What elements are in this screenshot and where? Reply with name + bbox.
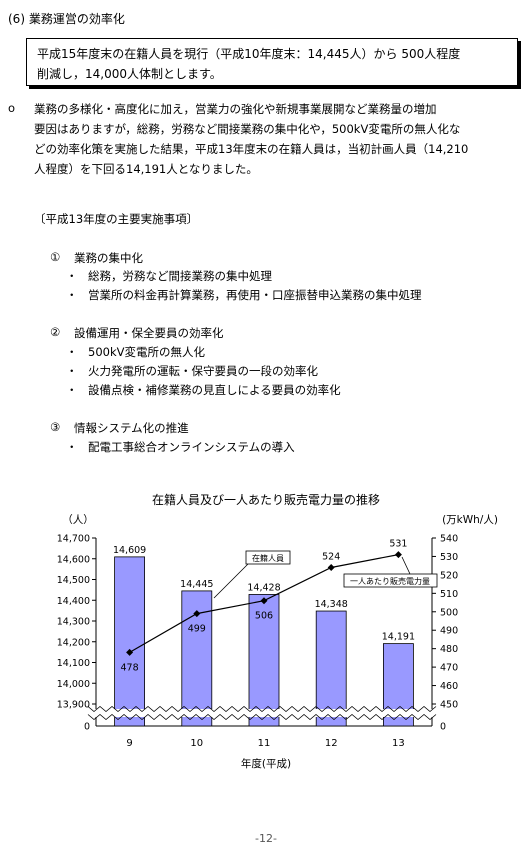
- item-2-sub-2-bullet: ・: [66, 364, 78, 378]
- axis-break-wave-bottom: [87, 713, 437, 721]
- sales-label-10: 499: [188, 624, 206, 635]
- chart-title: 在籍人員及び一人あたり販売電力量の推移: [152, 492, 380, 507]
- left-tick-label: 14,500: [57, 575, 90, 586]
- item-1-number: ①: [50, 250, 61, 264]
- right-tick-label: 530: [440, 552, 458, 563]
- sales-point-13: [394, 551, 402, 559]
- x-tick-label-10: 10: [190, 738, 203, 749]
- sales-label-11: 506: [255, 611, 273, 622]
- item-3-title: 情報システム化の推進: [74, 421, 189, 435]
- paragraph-line-2: 要因はありますが，総務，労務など間接業務の集中化や，500kV変電所の無人化な: [34, 122, 461, 136]
- left-tick-label: 14,000: [57, 679, 90, 690]
- right-tick-label: 520: [440, 570, 458, 581]
- sales-label-13: 531: [389, 539, 407, 550]
- right-tick-label-zero: 0: [440, 722, 446, 733]
- item-3-sub-1: 配電工事総合オンラインシステムの導入: [88, 440, 295, 454]
- target-box: 平成15年度末の在籍人員を現行（平成10年度末：14,445人）から 500人程…: [26, 38, 518, 86]
- sales-label-12: 524: [322, 552, 340, 563]
- right-axis-unit: (万kWh/人): [442, 514, 498, 526]
- item-2-sub-3-bullet: ・: [66, 383, 78, 397]
- target-line-2: 削減し，14,000人体制とします。: [37, 67, 222, 81]
- item-1-title: 業務の集中化: [74, 251, 143, 265]
- legend-label-headcount: 在籍人員: [252, 553, 284, 563]
- right-tick-label: 540: [440, 534, 458, 545]
- axis-break-gap: [88, 709, 440, 717]
- bar-label-11: 14,428: [247, 582, 280, 593]
- right-tick-label: 450: [440, 700, 458, 711]
- section-heading: (6) 業務運営の効率化: [8, 12, 125, 26]
- left-tick-label-zero: 0: [84, 722, 90, 733]
- item-2-title: 設備運用・保全要員の効率化: [74, 326, 224, 340]
- item-1-sub-1-bullet: ・: [66, 269, 78, 283]
- left-tick-label: 14,300: [57, 617, 90, 628]
- item-1-sub-1: 総務，労務など間接業務の集中処理: [88, 269, 272, 283]
- legend-box-sales: [343, 573, 438, 588]
- left-tick-label: 14,400: [57, 596, 90, 607]
- bar-label-13: 14,191: [382, 632, 415, 643]
- legend-pointer-sales: [401, 556, 411, 575]
- right-tick-label: 480: [440, 644, 458, 655]
- sales-point-12: [327, 564, 335, 572]
- legend-pointer-headcount: [213, 563, 249, 599]
- bar-label-12: 14,348: [315, 599, 348, 610]
- sales-point-10: [193, 610, 201, 618]
- target-line-1: 平成15年度末の在籍人員を現行（平成10年度末：14,445人）から 500人程…: [37, 47, 461, 61]
- item-1-sub-2: 営業所の料金再計算業務，再使用・口座振替申込業務の集中処理: [88, 288, 422, 302]
- personnel-chart: 在籍人員及び一人あたり販売電力量の推移 （人） (万kWh/人) 14,700 1…: [57, 492, 498, 770]
- right-tick-label: 490: [440, 626, 458, 637]
- left-axis-unit: （人）: [62, 514, 94, 526]
- item-2-sub-1: 500kV変電所の無人化: [88, 345, 205, 359]
- x-tick-label-9: 9: [126, 738, 132, 749]
- page-number: -12-: [255, 832, 277, 845]
- item-2-sub-2: 火力発電所の運転・保守要員の一段の効率化: [88, 364, 318, 378]
- paragraph-bullet: o: [8, 101, 16, 115]
- left-tick-label: 14,700: [57, 534, 90, 545]
- item-3-sub-1-bullet: ・: [66, 440, 78, 454]
- paragraph-line-3: どの効率化策を実施した結果，平成13年度末の在籍人員は，当初計画人員（14,21…: [34, 142, 469, 156]
- right-tick-label: 510: [440, 589, 458, 600]
- item-2-number: ②: [50, 325, 61, 339]
- x-axis-title: 年度(平成): [241, 757, 291, 770]
- right-tick-label: 470: [440, 663, 458, 674]
- right-tick-label: 460: [440, 681, 458, 692]
- item-2-sub-1-bullet: ・: [66, 345, 78, 359]
- implementation-heading: 〔平成13年度の主要実施事項〕: [34, 212, 199, 226]
- bar-12: [315, 610, 347, 727]
- bar-11: [248, 594, 280, 727]
- sales-point-9: [126, 648, 134, 656]
- legend-label-sales: 一人あたり販売電力量: [350, 576, 430, 586]
- bar-label-9: 14,609: [113, 545, 146, 556]
- item-2-sub-3: 設備点検・補修業務の見直しによる要員の効率化: [88, 383, 341, 397]
- x-tick-label-11: 11: [258, 738, 271, 749]
- x-tick-label-13: 13: [392, 738, 405, 749]
- item-1-sub-2-bullet: ・: [66, 288, 78, 302]
- left-tick-label: 13,900: [57, 700, 90, 711]
- left-tick-label: 14,600: [57, 554, 90, 565]
- item-3-number: ③: [50, 420, 61, 434]
- x-tick-label-12: 12: [325, 738, 338, 749]
- paragraph-line-4: 人程度）を下回る14,191人となりました。: [34, 162, 258, 176]
- paragraph-line-1: 業務の多様化・高度化に加え，営業力の強化や新規事業展開など業務量の増加: [34, 102, 437, 116]
- axis-break-wave-top: [87, 705, 437, 713]
- sales-label-9: 478: [121, 662, 139, 673]
- bar-9: [114, 556, 145, 727]
- sales-point-11: [260, 597, 268, 605]
- legend-box-headcount: [245, 550, 291, 565]
- right-tick-label: 500: [440, 607, 458, 618]
- left-tick-label: 14,100: [57, 658, 90, 669]
- bar-label-10: 14,445: [180, 579, 213, 590]
- left-tick-label: 14,200: [57, 637, 90, 648]
